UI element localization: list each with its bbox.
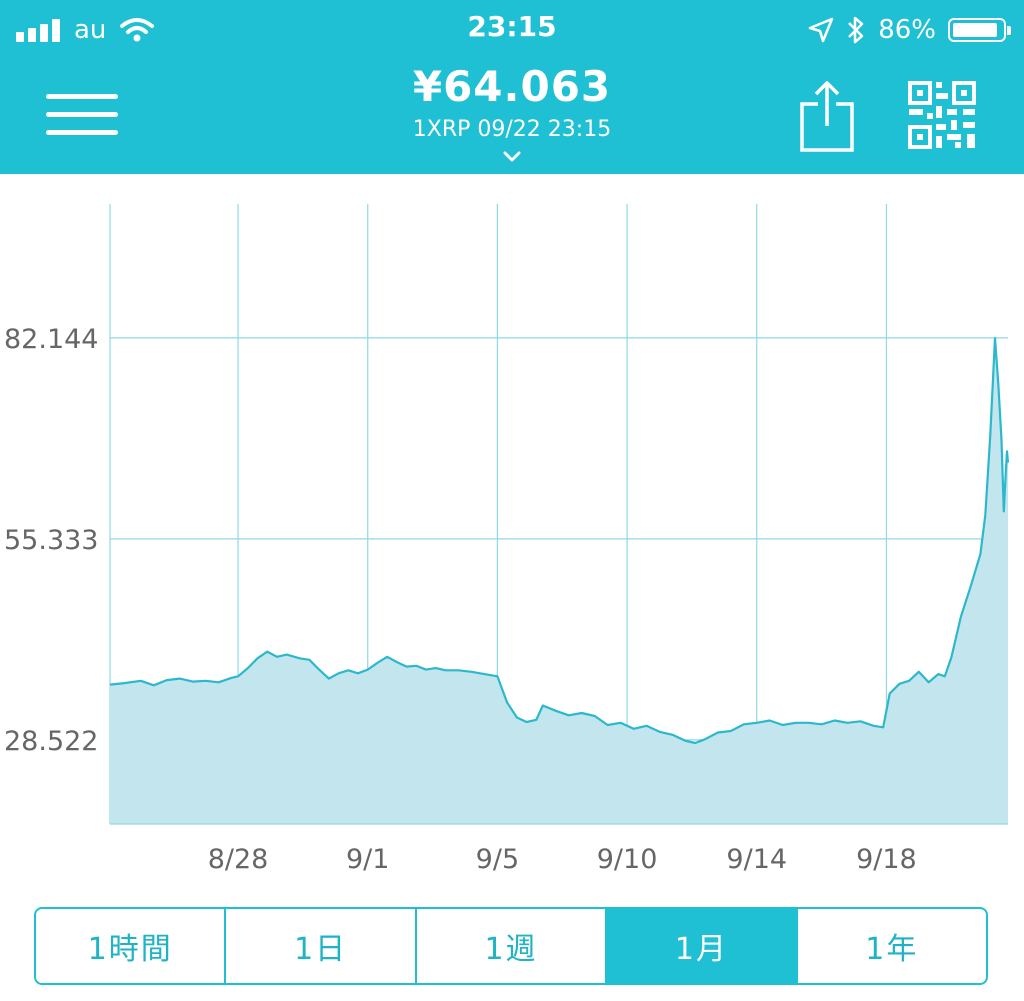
- bluetooth-icon: [848, 16, 864, 44]
- x-tick-label-1: 9/1: [346, 844, 389, 875]
- x-tick-label-5: 9/18: [856, 844, 917, 875]
- range-option-0[interactable]: 1時間: [36, 909, 227, 983]
- signal-icon: [16, 18, 60, 42]
- y-tick-label-2: 28.522: [4, 726, 98, 757]
- range-selector: 1時間 1日 1週 1月 1年: [34, 907, 988, 985]
- current-price: ¥64.063: [412, 62, 612, 111]
- carrier-name: au: [74, 15, 107, 45]
- range-option-1[interactable]: 1日: [226, 909, 417, 983]
- share-icon[interactable]: [798, 80, 856, 154]
- price-chart: 82.144 55.333 28.522 8/28 9/1 9/5 9/10 9/14 9/1…: [4, 204, 1010, 875]
- range-option-2[interactable]: 1週: [417, 909, 608, 983]
- price-subtitle: 1XRP 09/22 23:15: [412, 117, 612, 142]
- x-tick-label-2: 9/5: [476, 844, 519, 875]
- x-tick-label-4: 9/14: [726, 844, 787, 875]
- menu-icon[interactable]: [46, 94, 118, 136]
- battery-percent: 86%: [878, 15, 936, 45]
- range-option-4[interactable]: 1年: [865, 932, 919, 967]
- price-line: [109, 337, 1010, 745]
- y-axis-ticks: 82.144 55.333 28.522: [4, 324, 98, 757]
- chevron-down-icon[interactable]: [502, 150, 522, 164]
- qr-code-icon[interactable]: [907, 80, 977, 150]
- y-tick-label-1: 55.333: [4, 525, 98, 556]
- price-area: [110, 338, 1008, 824]
- battery-icon: [948, 18, 1011, 42]
- x-tick-label-0: 8/28: [208, 844, 269, 875]
- status-bar: au 23:15 86%: [0, 0, 1024, 60]
- top-bar: au 23:15 86% ¥64.063 1XRP 09/22 23:15: [0, 0, 1024, 174]
- status-time: 23:15: [467, 10, 557, 43]
- location-icon: [808, 17, 834, 43]
- wifi-icon: [120, 18, 155, 42]
- x-tick-label-3: 9/10: [597, 844, 658, 875]
- y-tick-label-0: 82.144: [4, 324, 98, 355]
- range-option-3[interactable]: 1月: [607, 909, 798, 983]
- x-axis-ticks: 8/28 9/1 9/5 9/10 9/14 9/18: [208, 844, 917, 875]
